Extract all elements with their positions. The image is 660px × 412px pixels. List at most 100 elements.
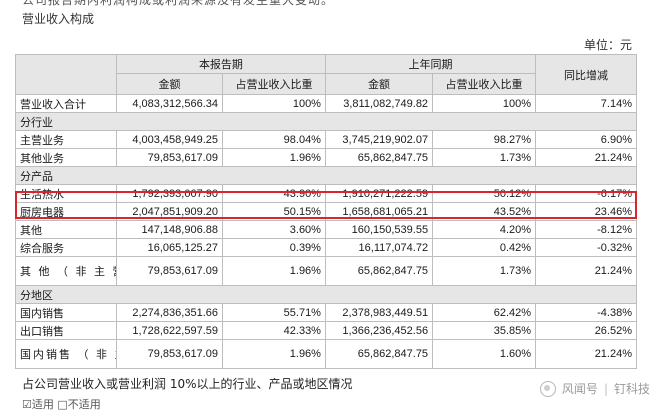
table-row: 主营业务 4,003,458,949.25 98.04% 3,745,219,9… [15, 130, 637, 149]
header-current-amount: 金额 [115, 73, 223, 95]
yoy-change: 21.24% [535, 256, 637, 286]
prior-amount: 1,658,681,065.21 [324, 202, 434, 221]
current-share: 55.71% [221, 303, 326, 322]
header-blank-cell [15, 54, 117, 95]
current-share: 50.15% [221, 202, 326, 221]
current-share: 1.96% [221, 256, 326, 286]
prior-share: 62.42% [432, 303, 537, 322]
current-share: 100% [221, 94, 326, 113]
row-label: 其他业务 [15, 148, 117, 167]
table-header-row-1: 本报告期 上年同期 同比增减 [15, 54, 637, 95]
watermark-separator: | [603, 381, 608, 396]
table-row: 其他业务 79,853,617.09 1.96% 65,862,847.75 1… [15, 148, 637, 167]
table-row: 国内销售 2,274,836,351.66 55.71% 2,378,983,4… [15, 303, 637, 322]
category-label: 分地区 [15, 285, 637, 304]
current-amount: 16,065,125.27 [115, 238, 223, 257]
header-prior-period: 上年同期 [324, 54, 537, 74]
prior-amount: 3,745,219,902.07 [324, 130, 434, 149]
current-share: 98.04% [221, 130, 326, 149]
bottom-text-fragment: ☑适用 □不适用 [22, 398, 101, 411]
prior-share: 1.73% [432, 148, 537, 167]
category-row-product: 分产品 [15, 166, 637, 185]
table-row: 国内销售 （ 非 主营业务） 79,853,617.09 1.96% 65,86… [15, 339, 637, 369]
header-prior-amount: 金额 [324, 73, 434, 95]
header-current-period: 本报告期 [115, 54, 326, 74]
prior-amount: 1,910,271,222.59 [324, 184, 434, 203]
prior-share: 0.42% [432, 238, 537, 257]
prior-amount: 16,117,074.72 [324, 238, 434, 257]
current-share: 42.33% [221, 321, 326, 340]
table-row: 其他 147,148,906.88 3.60% 160,150,539.55 4… [15, 220, 637, 239]
row-label: 营业收入合计 [15, 94, 117, 113]
revenue-table: 本报告期 上年同期 同比增减 金额 占营业收入比重 金额 占营业收入比重 营业收… [15, 54, 637, 369]
prior-share: 1.73% [432, 256, 537, 286]
row-label: 主营业务 [15, 130, 117, 149]
prior-amount: 2,378,983,449.51 [324, 303, 434, 322]
current-amount: 4,003,458,949.25 [115, 130, 223, 149]
prior-amount: 1,366,236,452.56 [324, 321, 434, 340]
yoy-change: -8.12% [535, 220, 637, 239]
current-amount: 2,274,836,351.66 [115, 303, 223, 322]
top-text-fragment: 公司报告期内利润构成或利润来源没有发生重大变动。 [22, 0, 335, 7]
table-row: 生活热水 1,792,393,007.90 43.90% 1,910,271,2… [15, 184, 637, 203]
prior-amount: 65,862,847.75 [324, 148, 434, 167]
prior-amount: 3,811,082,749.82 [324, 94, 434, 113]
row-label: 国内销售 [15, 303, 117, 322]
category-label: 分行业 [15, 112, 637, 131]
table-row: 其 他 （ 非 主 营 业 务） 79,853,617.09 1.96% 65,… [15, 256, 637, 286]
row-label: 综合服务 [15, 238, 117, 257]
yoy-change: 21.24% [535, 148, 637, 167]
category-row-industry: 分行业 [15, 112, 637, 131]
table-row: 综合服务 16,065,125.27 0.39% 16,117,074.72 0… [15, 238, 637, 257]
current-share: 1.96% [221, 148, 326, 167]
yoy-change: 21.24% [535, 339, 637, 369]
row-label: 国内销售 （ 非 主营业务） [15, 339, 117, 369]
prior-amount: 65,862,847.75 [324, 339, 434, 369]
yoy-change: 7.14% [535, 94, 637, 113]
current-amount: 2,047,851,909.20 [115, 202, 223, 221]
yoy-change: 26.52% [535, 321, 637, 340]
current-share: 43.90% [221, 184, 326, 203]
row-label: 生活热水 [15, 184, 117, 203]
prior-share: 1.60% [432, 339, 537, 369]
prior-amount: 65,862,847.75 [324, 256, 434, 286]
table-row: 厨房电器 2,047,851,909.20 50.15% 1,658,681,0… [15, 202, 637, 221]
section-title: 营业收入构成 [22, 12, 95, 26]
current-amount: 4,083,312,566.34 [115, 94, 223, 113]
row-label: 其 他 （ 非 主 营 业 务） [15, 256, 117, 286]
prior-share: 50.12% [432, 184, 537, 203]
current-share: 3.60% [221, 220, 326, 239]
prior-share: 43.52% [432, 202, 537, 221]
footnote: 占公司营业收入或营业利润 10%以上的行业、产品或地区情况 [22, 377, 353, 391]
watermark-author: 钉科技 [613, 382, 650, 396]
watermark-platform: 风闻号 [561, 382, 598, 396]
prior-amount: 160,150,539.55 [324, 220, 434, 239]
header-yoy: 同比增减 [535, 54, 637, 95]
yoy-change: 23.46% [535, 202, 637, 221]
table-row: 出口销售 1,728,622,597.59 42.33% 1,366,236,4… [15, 321, 637, 340]
current-amount: 147,148,906.88 [115, 220, 223, 239]
table-row-total: 营业收入合计 4,083,312,566.34 100% 3,811,082,7… [15, 94, 637, 113]
row-label: 出口销售 [15, 321, 117, 340]
unit-label: 单位：元 [583, 38, 632, 52]
row-label: 其他 [15, 220, 117, 239]
yoy-change: -4.38% [535, 303, 637, 322]
table-header-row-2: 金额 占营业收入比重 金额 占营业收入比重 [16, 73, 637, 95]
current-share: 0.39% [221, 238, 326, 257]
header-prior-share: 占营业收入比重 [432, 73, 537, 95]
current-amount: 79,853,617.09 [115, 339, 223, 369]
watermark: 风闻号 | 钉科技 [539, 380, 650, 397]
prior-share: 100% [432, 94, 537, 113]
row-label: 厨房电器 [15, 202, 117, 221]
header-current-share: 占营业收入比重 [221, 73, 326, 95]
prior-share: 4.20% [432, 220, 537, 239]
current-amount: 1,728,622,597.59 [115, 321, 223, 340]
current-amount: 79,853,617.09 [115, 148, 223, 167]
current-amount: 79,853,617.09 [115, 256, 223, 286]
current-share: 1.96% [221, 339, 326, 369]
platform-logo-icon [539, 380, 556, 397]
prior-share: 35.85% [432, 321, 537, 340]
category-label: 分产品 [15, 166, 637, 185]
category-row-region: 分地区 [15, 285, 637, 304]
yoy-change: 6.90% [535, 130, 637, 149]
